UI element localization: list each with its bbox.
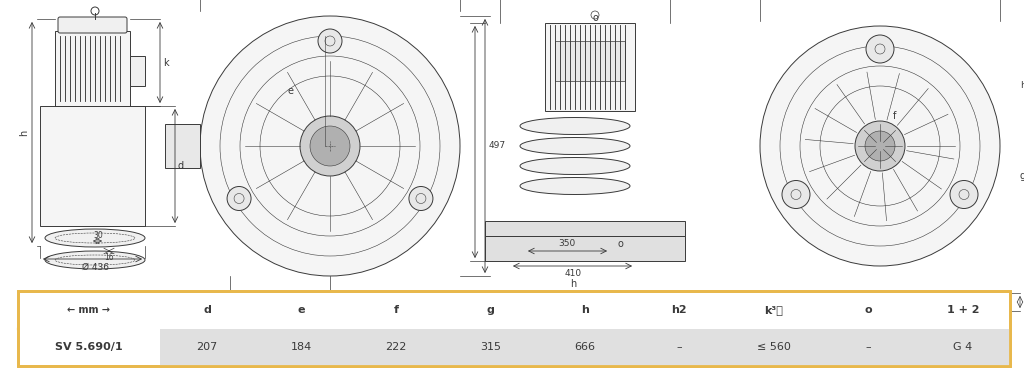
- Text: e: e: [877, 324, 883, 334]
- Text: h2: h2: [672, 305, 687, 315]
- Bar: [55, 31, 130, 106]
- Text: 350: 350: [558, 240, 575, 249]
- Text: h: h: [19, 129, 29, 136]
- Bar: [165, 124, 200, 168]
- Text: f: f: [279, 299, 282, 309]
- Text: o: o: [617, 239, 623, 249]
- Ellipse shape: [520, 118, 630, 135]
- Circle shape: [310, 126, 350, 166]
- Text: f: f: [393, 305, 398, 315]
- Text: 410: 410: [564, 269, 582, 279]
- Text: M 8: M 8: [987, 325, 1002, 334]
- Circle shape: [227, 187, 251, 210]
- Text: h2: h2: [1020, 82, 1024, 91]
- Circle shape: [865, 131, 895, 161]
- Text: e: e: [287, 86, 293, 96]
- Text: Ø 40: Ø 40: [751, 325, 770, 334]
- Text: M 8: M 8: [340, 299, 356, 309]
- Circle shape: [950, 181, 978, 209]
- Text: 497: 497: [488, 141, 506, 151]
- Ellipse shape: [520, 138, 630, 154]
- Text: –: –: [865, 342, 871, 352]
- Text: 400: 400: [871, 342, 889, 351]
- Text: o: o: [592, 13, 598, 23]
- Text: 1 + 2: 1 + 2: [946, 305, 979, 315]
- Text: 315: 315: [480, 342, 501, 352]
- Ellipse shape: [45, 251, 145, 269]
- Text: SV 5.690/1: SV 5.690/1: [55, 342, 123, 352]
- Text: g: g: [486, 305, 495, 315]
- Bar: [485, 236, 685, 261]
- Text: 460: 460: [871, 355, 889, 364]
- Text: 184: 184: [291, 342, 312, 352]
- Text: G 4: G 4: [953, 342, 973, 352]
- Text: k: k: [163, 58, 169, 68]
- Bar: [18, 291, 1010, 366]
- Text: 16: 16: [104, 253, 114, 262]
- Text: e: e: [298, 305, 305, 315]
- Circle shape: [409, 187, 433, 210]
- Ellipse shape: [520, 158, 630, 174]
- Text: d: d: [178, 161, 184, 171]
- Ellipse shape: [520, 177, 630, 194]
- Bar: [545, 23, 635, 111]
- Bar: [40, 106, 145, 226]
- Circle shape: [855, 121, 905, 171]
- Circle shape: [200, 16, 460, 276]
- Text: 3 x 120°: 3 x 120°: [340, 309, 379, 318]
- Text: k³⧩: k³⧩: [764, 305, 783, 315]
- Bar: [130, 56, 145, 86]
- Bar: [750, 293, 1010, 311]
- Text: ≤ 560: ≤ 560: [757, 342, 791, 352]
- Text: –: –: [677, 342, 682, 352]
- Bar: [485, 221, 685, 236]
- FancyBboxPatch shape: [58, 17, 127, 33]
- Circle shape: [300, 116, 360, 176]
- Bar: [160, 328, 1010, 366]
- Text: o: o: [864, 305, 872, 315]
- Circle shape: [866, 35, 894, 63]
- Bar: [18, 291, 1010, 366]
- Ellipse shape: [45, 229, 145, 247]
- Text: h: h: [570, 279, 577, 289]
- Circle shape: [760, 26, 1000, 266]
- Text: Ø 436: Ø 436: [82, 263, 109, 272]
- Text: ← mm →: ← mm →: [68, 305, 111, 315]
- Circle shape: [318, 29, 342, 53]
- Text: 30: 30: [93, 230, 102, 240]
- Bar: [0, 0, 1024, 291]
- Text: h: h: [581, 305, 589, 315]
- Text: g: g: [1020, 171, 1024, 181]
- Text: 207: 207: [197, 342, 217, 352]
- Text: 222: 222: [385, 342, 407, 352]
- Text: d: d: [203, 305, 211, 315]
- Bar: [555, 41, 625, 81]
- Text: f: f: [893, 111, 897, 121]
- Circle shape: [782, 181, 810, 209]
- Text: 666: 666: [574, 342, 595, 352]
